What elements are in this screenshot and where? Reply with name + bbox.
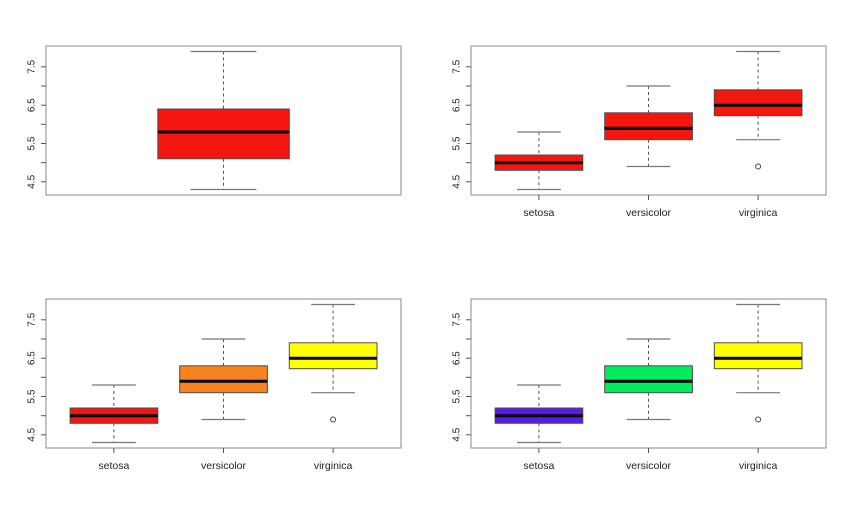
y-tick-label: 7.5 [27, 59, 38, 73]
y-tick-label: 4.5 [452, 174, 463, 188]
box-virginica [713, 342, 803, 370]
box-virginica [713, 89, 803, 117]
y-tick-label: 6.5 [27, 351, 38, 365]
y-tick-label: 4.5 [27, 427, 38, 441]
box-all [157, 108, 290, 160]
y-tick-label: 7.5 [27, 312, 38, 326]
y-tick-label: 5.5 [452, 136, 463, 150]
y-tick-label: 7.5 [452, 312, 463, 326]
y-tick-label: 5.5 [27, 136, 38, 150]
x-category-label: virginica [314, 460, 353, 472]
panel-boxplot-all: 4.5 5.5 6.5 7.5 [0, 0, 425, 253]
x-category-label: virginica [739, 207, 778, 219]
x-category-label: versicolor [201, 460, 246, 472]
outlier-point [755, 416, 762, 423]
y-tick-label: 5.5 [27, 389, 38, 403]
boxplot-svg: 4.5 5.5 6.5 7.5 setosa versicolor virginica [452, 45, 827, 219]
x-category-label: versicolor [626, 460, 671, 472]
x-category-label: setosa [523, 460, 554, 472]
outlier-point [755, 163, 762, 170]
box-versicolor [604, 365, 693, 394]
outlier-point [330, 416, 337, 423]
x-category-label: versicolor [626, 207, 671, 219]
x-category-label: setosa [98, 460, 129, 472]
y-tick-label: 6.5 [452, 351, 463, 365]
y-tick-label: 6.5 [27, 98, 38, 112]
box-versicolor [179, 365, 268, 394]
x-category-label: setosa [523, 207, 554, 219]
box-versicolor [604, 112, 693, 141]
boxplot-svg: 4.5 5.5 6.5 7.5 [27, 45, 402, 196]
boxplot-svg: 4.5 5.5 6.5 7.5 setosa versicolor virginica [27, 298, 402, 472]
y-tick-label: 5.5 [452, 389, 463, 403]
panel-boxplot-by-species-red: 4.5 5.5 6.5 7.5 setosa versicolor virginica [425, 0, 850, 253]
y-tick-label: 4.5 [27, 174, 38, 188]
y-tick-label: 6.5 [452, 98, 463, 112]
panel-boxplot-by-species-cool: 4.5 5.5 6.5 7.5 setosa versicolor virginica [425, 253, 850, 506]
boxplot-svg: 4.5 5.5 6.5 7.5 setosa versicolor virginica [452, 298, 827, 472]
y-tick-label: 7.5 [452, 59, 463, 73]
plot-border [45, 45, 402, 196]
panel-boxplot-by-species-warm: 4.5 5.5 6.5 7.5 setosa versicolor virginica [0, 253, 425, 506]
y-tick-label: 4.5 [452, 427, 463, 441]
x-category-label: virginica [739, 460, 778, 472]
box-virginica [288, 342, 378, 370]
